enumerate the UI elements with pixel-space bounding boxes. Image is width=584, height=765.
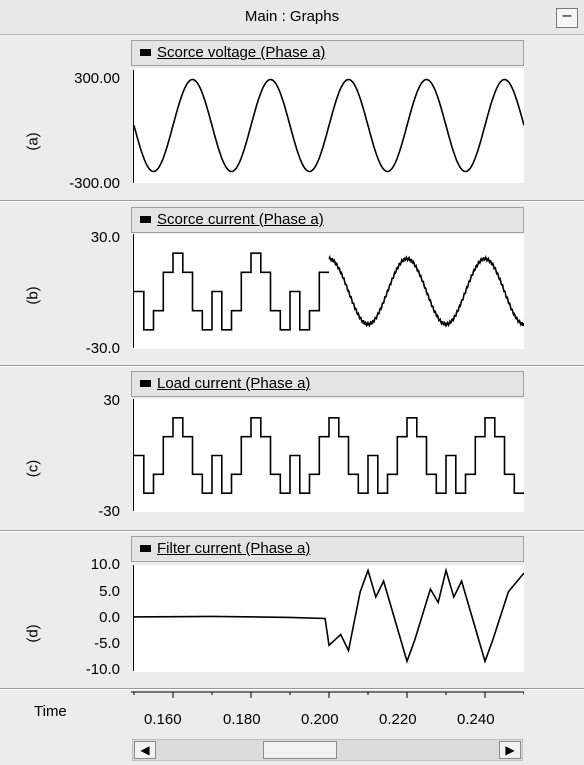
window-titlebar: Main : Graphs – [0,0,584,35]
graph-d-ytick-3: -5.0 [94,635,120,652]
separator [0,200,584,202]
graph-b-line [134,252,524,331]
graph-c-ytick-top: 30 [103,392,120,409]
graph-a-row-label: (a) [24,132,42,151]
graph-d-plot [134,565,524,672]
graph-d-line [134,567,524,664]
graph-c-ytick-bottom: -30 [98,503,120,520]
series-marker-icon [140,49,151,56]
graph-a-plot [134,68,524,183]
graph-b-plot [134,234,524,349]
graph-a-header[interactable]: Scorce voltage (Phase a) [131,40,524,66]
window-title: Main : Graphs [244,8,340,25]
graph-b-yaxis [133,234,134,348]
graph-d-ytick-0: 10.0 [90,556,120,573]
graph-d-ytick-4: -10.0 [85,661,120,678]
graph-b-title[interactable]: Scorce current (Phase a) [157,211,324,228]
graph-c-title[interactable]: Load current (Phase a) [157,375,311,392]
graph-b-header[interactable]: Scorce current (Phase a) [131,207,524,233]
graph-d-header[interactable]: Filter current (Phase a) [131,536,524,562]
scroll-thumb[interactable] [263,741,337,759]
graph-c-header[interactable]: Load current (Phase a) [131,371,524,397]
graph-d-yaxis [133,565,134,671]
load-current-series [134,417,524,494]
graph-b-ytick-bottom: -30.0 [85,340,120,357]
scroll-right-icon[interactable]: ▶ [499,741,521,759]
graph-d-ytick-1: 5.0 [99,583,120,600]
series-marker-icon [140,216,151,223]
graph-c-row-label: (c) [24,459,42,478]
source-current-sine [328,254,524,328]
graph-d-title[interactable]: Filter current (Phase a) [157,540,311,557]
filter-current-series [134,567,524,664]
xtick-label: 0.240 [457,711,495,728]
graph-c-yaxis [133,399,134,511]
xtick-label: 0.180 [223,711,261,728]
graph-a-line [134,78,524,173]
xtick-label: 0.160 [144,711,182,728]
graph-b-ytick-top: 30.0 [90,229,120,246]
xtick-label: 0.220 [379,711,417,728]
graph-d-ytick-2: 0.0 [99,609,120,626]
graph-c-line [134,417,524,494]
scroll-left-icon[interactable]: ◀ [134,741,156,759]
source-current-stepped [134,252,329,331]
separator [0,365,584,367]
xaxis [131,691,524,698]
series-marker-icon [140,545,151,552]
graph-a-ytick-bottom: -300.00 [69,175,120,192]
voltage-series [134,78,524,173]
horizontal-scrollbar[interactable]: ◀ ▶ [132,739,523,761]
graph-a-yaxis [133,70,134,183]
graph-c-plot [134,399,524,512]
xtick-label: 0.200 [301,711,339,728]
minimize-button[interactable]: – [556,8,578,28]
graph-d-row-label: (d) [24,624,42,643]
graph-b-row-label: (b) [24,286,42,305]
graph-a-ytick-top: 300.00 [74,70,120,87]
graph-a-title[interactable]: Scorce voltage (Phase a) [157,44,326,61]
separator [0,688,584,690]
series-marker-icon [140,380,151,387]
xaxis-label: Time [34,703,67,720]
separator [0,530,584,532]
